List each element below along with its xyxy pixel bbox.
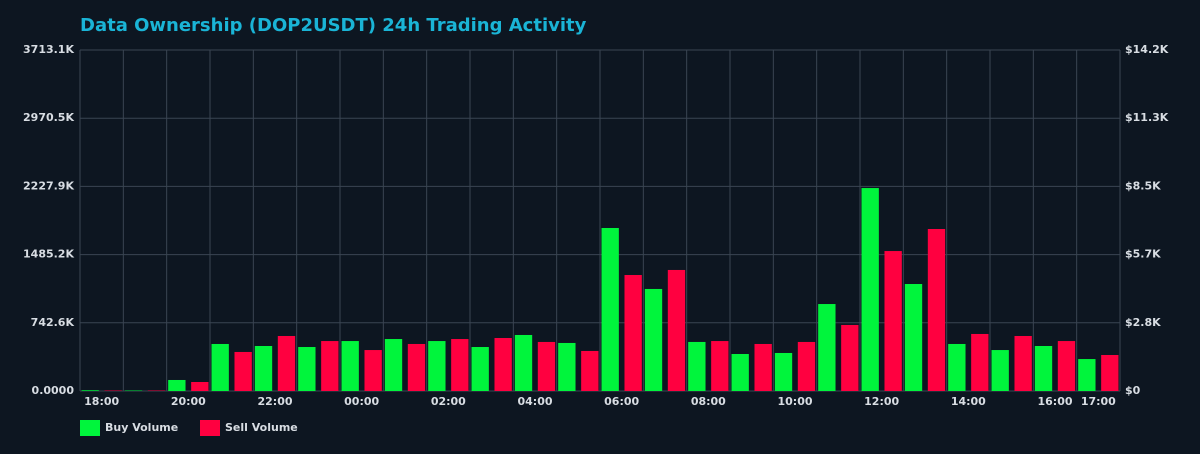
x-tick-label: 18:00 — [84, 395, 119, 408]
bar — [732, 354, 749, 391]
bar — [775, 353, 792, 391]
bar — [364, 350, 381, 391]
bar — [321, 341, 338, 391]
bar — [515, 335, 532, 391]
bar — [538, 342, 555, 391]
bar — [948, 344, 965, 391]
bar — [971, 334, 988, 391]
y-tick-label: 1485.2K — [23, 248, 74, 261]
y2-tick-label: $2.8K — [1125, 316, 1161, 329]
legend-label: Sell Volume — [225, 421, 298, 434]
y2-tick-label: $0 — [1125, 384, 1141, 397]
bar — [234, 352, 251, 391]
bar — [711, 341, 728, 391]
x-tick-label: 06:00 — [604, 395, 639, 408]
y2-tick-label: $8.5K — [1125, 179, 1161, 192]
x-tick-label: 22:00 — [257, 395, 292, 408]
bar — [928, 229, 945, 391]
y2-tick-label: $5.7K — [1125, 248, 1161, 261]
y2-tick-label: $11.3K — [1125, 111, 1169, 124]
bar — [798, 342, 815, 391]
y-tick-label: 2227.9K — [23, 179, 74, 192]
legend-label: Buy Volume — [105, 421, 178, 434]
bar — [1058, 341, 1075, 391]
bar — [624, 275, 641, 391]
bar — [1035, 346, 1052, 391]
y-tick-label: 2970.5K — [23, 111, 74, 124]
bar — [1014, 336, 1031, 391]
x-tick-label: 02:00 — [431, 395, 466, 408]
bar — [668, 270, 685, 391]
bar — [494, 338, 511, 391]
bar — [408, 344, 425, 391]
y-tick-label: 0.0000 — [32, 384, 75, 397]
x-tick-label: 08:00 — [691, 395, 726, 408]
bar — [818, 304, 835, 391]
bar — [688, 342, 705, 391]
y-tick-label: 742.6K — [31, 316, 75, 329]
bar — [1078, 359, 1095, 391]
x-tick-label: 17:00 — [1081, 395, 1116, 408]
bar — [168, 380, 185, 391]
bar — [385, 339, 402, 391]
bar — [191, 382, 208, 391]
bar — [558, 343, 575, 391]
x-tick-label: 10:00 — [777, 395, 812, 408]
x-tick-label: 20:00 — [171, 395, 206, 408]
bar — [1101, 355, 1118, 391]
bar — [278, 336, 295, 391]
x-tick-label: 14:00 — [951, 395, 986, 408]
legend-swatch — [80, 420, 100, 436]
bar — [884, 251, 901, 391]
bar — [841, 325, 858, 391]
x-tick-label: 12:00 — [864, 395, 899, 408]
bar — [645, 289, 662, 391]
bar — [992, 350, 1009, 391]
bar — [905, 284, 922, 391]
chart-title: Data Ownership (DOP2USDT) 24h Trading Ac… — [80, 15, 587, 36]
x-tick-label: 04:00 — [517, 395, 552, 408]
bar — [862, 188, 879, 391]
y-tick-label: 3713.1K — [23, 43, 74, 56]
bar — [472, 347, 489, 391]
bar — [298, 347, 315, 391]
bar — [212, 344, 229, 391]
x-tick-label: 00:00 — [344, 395, 379, 408]
bar — [82, 390, 99, 391]
bar — [754, 344, 771, 391]
y2-tick-label: $14.2K — [1125, 43, 1169, 56]
x-tick-label: 16:00 — [1037, 395, 1072, 408]
bar — [451, 339, 468, 391]
bar — [581, 351, 598, 391]
legend-swatch — [200, 420, 220, 436]
bar — [428, 341, 445, 391]
bar — [342, 341, 359, 391]
bar — [602, 228, 619, 391]
bar — [255, 346, 272, 391]
